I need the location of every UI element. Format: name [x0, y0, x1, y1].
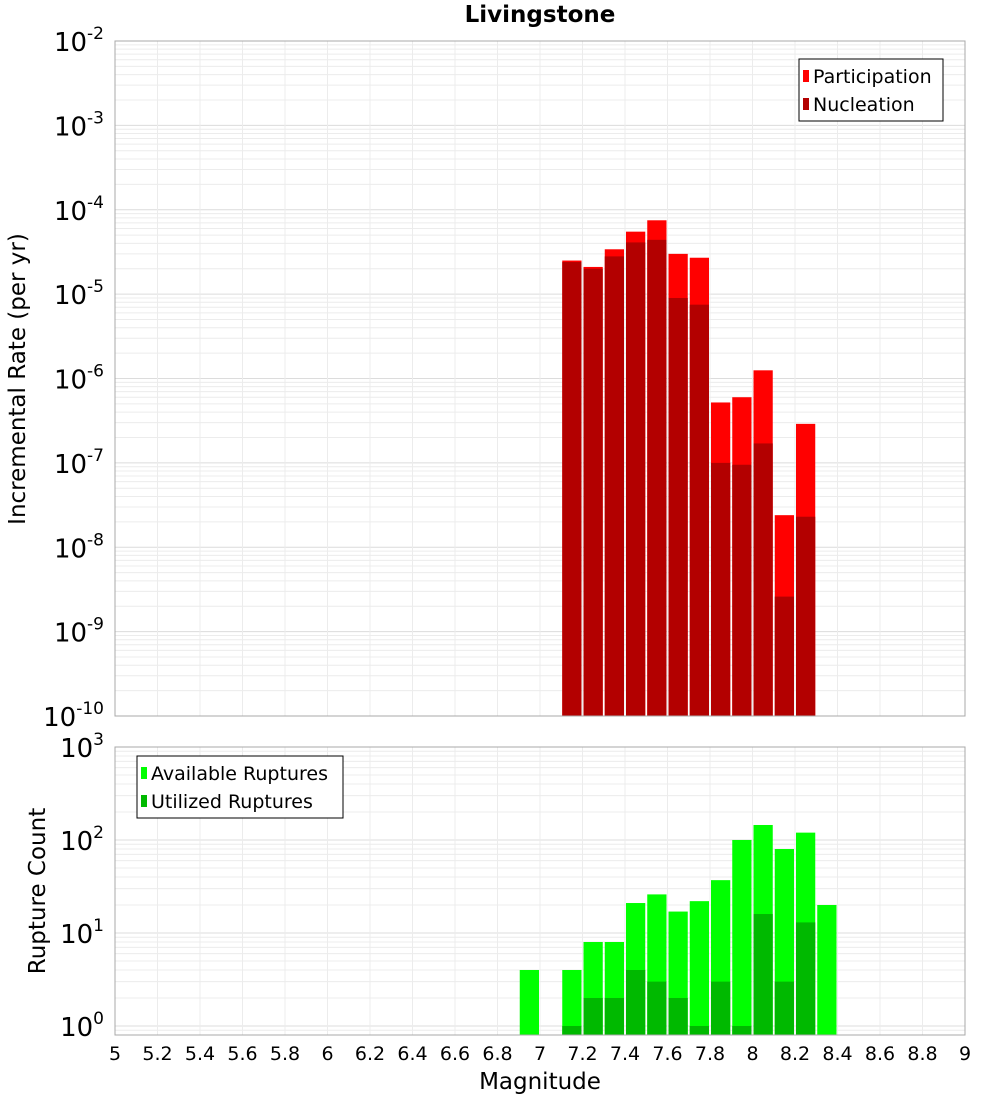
- bar-utilized-ruptures: [732, 1025, 752, 1035]
- x-tick-label: 6.2: [355, 1043, 385, 1065]
- bar-utilized-ruptures: [668, 997, 688, 1035]
- bar-utilized-ruptures: [689, 1025, 709, 1035]
- y-tick-label: 10-4: [54, 193, 104, 227]
- bar-utilized-ruptures: [774, 981, 794, 1035]
- bar-utilized-ruptures: [583, 997, 603, 1035]
- x-tick-label: 8.6: [865, 1043, 895, 1065]
- legend-label: Participation: [813, 66, 932, 88]
- y-tick-label: 101: [60, 916, 104, 950]
- y-tick-label: 10-2: [54, 24, 104, 58]
- top-bars: [562, 220, 816, 717]
- legend-label: Available Ruptures: [151, 763, 328, 785]
- bar-available-ruptures: [562, 969, 582, 1035]
- top-y-axis-label: Incremental Rate (per yr): [5, 233, 31, 525]
- bar-nucleation: [711, 462, 731, 716]
- y-tick-label: 10-8: [54, 530, 104, 564]
- bar-nucleation: [647, 239, 667, 716]
- x-tick-label: 9: [959, 1043, 971, 1065]
- bar-utilized-ruptures: [647, 981, 667, 1035]
- top-plot-frame: [114, 40, 966, 717]
- bar-utilized-ruptures: [626, 969, 646, 1035]
- x-tick-label: 7.2: [567, 1043, 597, 1065]
- x-tick-label: 6.4: [397, 1043, 427, 1065]
- bar-nucleation: [774, 596, 794, 716]
- bar-utilized-ruptures: [711, 981, 731, 1035]
- x-tick-label: 5: [109, 1043, 121, 1065]
- top-legend: Participation Nucleation: [798, 58, 944, 122]
- bottom-y-ticks: 100 101 102 103: [60, 730, 104, 1043]
- y-tick-label: 102: [60, 823, 104, 857]
- x-tick-label: 5.2: [142, 1043, 172, 1065]
- x-tick-label: 6.8: [482, 1043, 512, 1065]
- bar-nucleation: [626, 242, 646, 716]
- y-tick-label: 10-5: [54, 277, 104, 311]
- x-tick-label: 5.8: [270, 1043, 300, 1065]
- x-tick-label: 8.2: [780, 1043, 810, 1065]
- bar-utilized-ruptures: [753, 914, 773, 1035]
- x-tick-label: 8.8: [907, 1043, 937, 1065]
- y-tick-label: 10-3: [54, 108, 104, 142]
- legend-box: [798, 58, 944, 122]
- bar-available-ruptures: [817, 904, 837, 1035]
- bottom-bars: [519, 824, 837, 1035]
- bottom-plot-frame: [114, 746, 966, 1036]
- bar-available-ruptures: [689, 901, 709, 1035]
- legend-swatch: [803, 70, 809, 82]
- legend-swatch: [803, 98, 809, 110]
- legend-swatch: [141, 767, 147, 779]
- bar-nucleation: [668, 297, 688, 716]
- legend-label: Utilized Ruptures: [151, 791, 313, 813]
- x-tick-label: 5.4: [185, 1043, 215, 1065]
- legend-swatch: [141, 795, 147, 807]
- y-tick-label: 10-9: [54, 615, 104, 649]
- x-tick-label: 8.4: [822, 1043, 852, 1065]
- bar-nucleation: [562, 262, 582, 716]
- x-tick-label: 6: [321, 1043, 333, 1065]
- x-ticks: 5 5.2 5.4 5.6 5.8 6 6.2 6.4 6.6 6.8 7 7.2 7.4 7.6 7.8 8…: [109, 1043, 971, 1065]
- bar-utilized-ruptures: [796, 922, 816, 1035]
- bar-nucleation: [689, 304, 709, 716]
- x-tick-label: 6.6: [440, 1043, 470, 1065]
- y-tick-label: 10-10: [43, 699, 104, 733]
- bottom-legend: Available Ruptures Utilized Ruptures: [136, 755, 344, 819]
- legend-box: [136, 755, 344, 819]
- legend-label: Nucleation: [813, 94, 915, 116]
- x-tick-label: 7.4: [610, 1043, 640, 1065]
- y-tick-label: 10-7: [54, 446, 104, 480]
- x-tick-label: 7.6: [652, 1043, 682, 1065]
- bar-nucleation: [753, 443, 773, 716]
- top-y-ticks: 10-10 10-9 10-8 10-7 10-6 10-5 10-4 10-3 10-2: [43, 24, 104, 733]
- x-axis-label: Magnitude: [479, 1069, 601, 1095]
- x-tick-label: 7.8: [695, 1043, 725, 1065]
- bar-available-ruptures: [519, 969, 539, 1035]
- bar-utilized-ruptures: [562, 1025, 582, 1035]
- bar-nucleation: [604, 256, 624, 716]
- chart-title: Livingstone: [464, 2, 616, 28]
- top-grid: [114, 41, 966, 717]
- x-tick-label: 8: [746, 1043, 758, 1065]
- bar-nucleation: [583, 268, 603, 716]
- y-tick-label: 103: [60, 730, 104, 764]
- bar-utilized-ruptures: [604, 997, 624, 1035]
- bar-available-ruptures: [732, 839, 752, 1035]
- y-tick-label: 100: [60, 1009, 104, 1043]
- x-tick-label: 5.6: [227, 1043, 257, 1065]
- y-tick-label: 10-6: [54, 362, 104, 396]
- x-tick-label: 7: [534, 1043, 546, 1065]
- bar-nucleation: [796, 516, 816, 716]
- bottom-y-axis-label: Rupture Count: [25, 807, 51, 975]
- bar-nucleation: [732, 464, 752, 716]
